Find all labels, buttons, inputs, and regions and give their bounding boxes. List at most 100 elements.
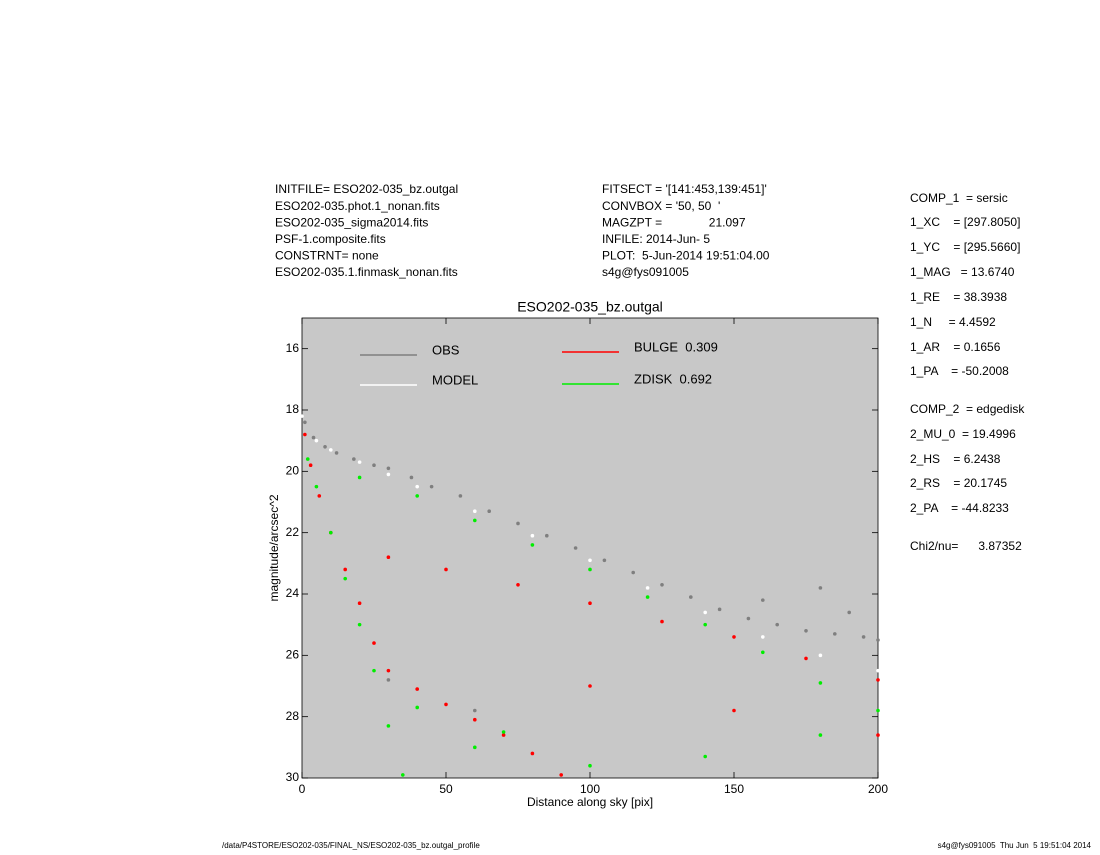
data-point	[602, 558, 607, 563]
data-point	[386, 724, 391, 728]
data-point	[334, 451, 339, 455]
data-point	[343, 567, 348, 572]
fit-param: 1_MAG = 13.6740	[910, 265, 1015, 279]
data-point	[645, 586, 650, 590]
data-point	[329, 448, 333, 452]
data-point	[429, 484, 434, 489]
data-point	[372, 668, 376, 673]
data-point	[329, 530, 333, 535]
data-point	[703, 610, 707, 615]
data-point	[473, 745, 477, 750]
legend-label: OBS	[432, 342, 460, 357]
data-point	[473, 708, 477, 713]
data-point	[303, 432, 307, 437]
header-line: PSF-1.composite.fits	[275, 232, 386, 246]
data-point	[372, 641, 376, 645]
data-point	[545, 533, 549, 538]
header-line: FITSECT = '[141:453,139:451]'	[602, 182, 767, 196]
x-tick-label: 0	[299, 782, 306, 796]
y-tick-label: 20	[286, 464, 300, 478]
data-point	[861, 635, 866, 639]
x-tick-label: 200	[868, 782, 888, 796]
data-point	[444, 567, 448, 572]
data-point	[717, 607, 722, 612]
footer-stamp: s4g@fys091005 Thu Jun 5 19:51:04 2014	[938, 841, 1092, 850]
header-line: MAGZPT = 21.097	[602, 215, 746, 229]
data-point	[357, 475, 362, 480]
fit-param: 1_AR = 0.1656	[910, 340, 1001, 354]
x-tick-label: 150	[724, 782, 744, 796]
fit-param: 2_HS = 6.2438	[910, 452, 1001, 466]
data-point	[501, 733, 506, 737]
data-point	[314, 484, 319, 489]
fit-param: 1_N = 4.4592	[910, 315, 996, 329]
data-point	[415, 484, 420, 489]
data-point	[386, 466, 391, 471]
data-point	[415, 687, 420, 691]
data-point	[588, 567, 592, 572]
y-tick-label: 26	[286, 648, 300, 662]
data-point	[775, 622, 779, 627]
data-point	[588, 763, 592, 768]
data-point	[305, 457, 310, 461]
data-point	[761, 650, 765, 655]
data-point	[343, 576, 348, 581]
header-line: ESO202-035.1.finmask_nonan.fits	[275, 265, 458, 279]
data-point	[516, 583, 520, 587]
data-point	[516, 521, 520, 526]
y-tick-label: 22	[286, 525, 300, 539]
data-point	[415, 494, 420, 498]
data-point	[645, 595, 650, 599]
data-point	[876, 678, 880, 682]
data-point	[386, 668, 391, 673]
data-point	[530, 751, 535, 756]
data-point	[386, 472, 391, 477]
data-point	[473, 717, 477, 722]
y-tick-label: 16	[286, 341, 300, 355]
data-point	[818, 653, 823, 658]
data-point	[876, 638, 880, 642]
fit-param: 2_MU_0 = 19.4996	[910, 427, 1016, 441]
legend-label: ZDISK 0.692	[634, 371, 712, 386]
data-point	[732, 635, 736, 639]
data-point	[833, 632, 837, 636]
data-point	[804, 629, 808, 633]
chart-title: ESO202-035_bz.outgal	[517, 299, 663, 315]
fit-param: 1_XC = [297.8050]	[910, 215, 1020, 229]
data-point	[357, 601, 362, 605]
data-point	[660, 583, 664, 587]
data-point	[300, 414, 304, 418]
fit-param: 1_RE = 38.3938	[910, 290, 1007, 304]
header-line: CONVBOX = '50, 50 '	[602, 199, 720, 213]
header-line: INITFILE= ESO202-035_bz.outgal	[275, 182, 458, 196]
footer-path: /data/P4STORE/ESO202-035/FINAL_NS/ESO202…	[222, 841, 480, 850]
data-point	[401, 773, 405, 777]
plot-area	[301, 317, 879, 779]
data-point	[703, 622, 707, 627]
data-point	[818, 586, 823, 590]
header-line: CONSTRNT= none	[275, 249, 379, 263]
fit-param: 2_PA = -44.8233	[910, 501, 1009, 515]
y-tick-label: 24	[286, 586, 300, 600]
fit-param: COMP_1 = sersic	[910, 191, 1008, 205]
data-point	[357, 622, 362, 627]
data-point	[732, 708, 736, 713]
data-point	[386, 555, 391, 559]
y-axis-label: magnitude/arcsec^2	[267, 494, 281, 601]
y-tick-label: 18	[286, 402, 300, 416]
data-point	[847, 610, 851, 615]
data-point	[311, 435, 316, 440]
fit-param: 2_RS = 20.1745	[910, 476, 1007, 490]
header-line: s4g@fys091005	[602, 265, 689, 279]
data-point	[323, 445, 327, 449]
data-point	[804, 656, 808, 661]
header-line: INFILE: 2014-Jun- 5	[602, 232, 710, 246]
data-point	[501, 730, 506, 734]
x-tick-label: 100	[580, 782, 600, 796]
data-point	[303, 420, 307, 425]
data-point	[588, 601, 592, 605]
data-point	[308, 463, 313, 468]
y-tick-label: 30	[286, 770, 300, 784]
data-point	[473, 518, 477, 523]
data-point	[660, 619, 664, 624]
